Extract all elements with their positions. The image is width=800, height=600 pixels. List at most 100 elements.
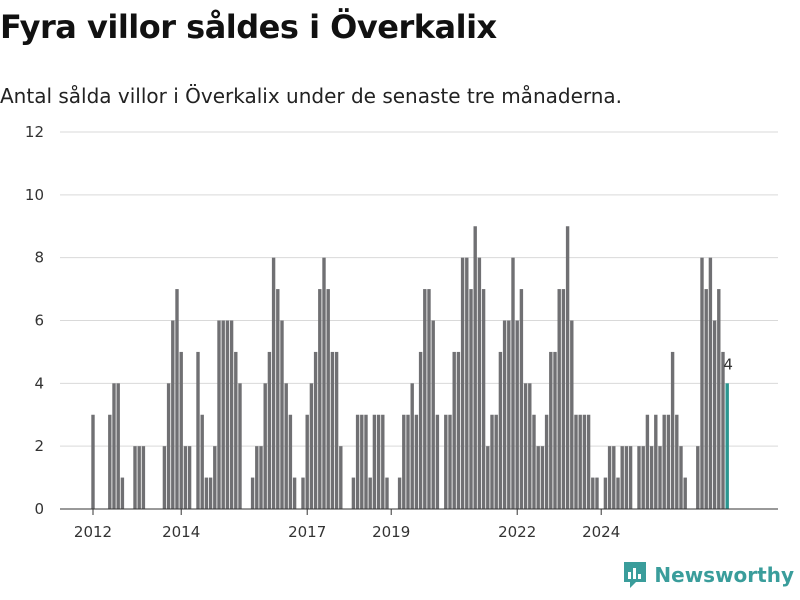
bar <box>565 226 570 509</box>
bar <box>292 477 297 509</box>
bar <box>477 257 482 509</box>
bar <box>376 414 381 509</box>
bar <box>141 446 146 509</box>
bar <box>490 414 494 509</box>
bar <box>607 446 612 509</box>
bar <box>313 351 318 509</box>
bar <box>276 289 280 509</box>
bar <box>410 383 414 509</box>
bar <box>225 320 230 509</box>
brand-name: Newsworthy <box>654 563 794 587</box>
bar <box>255 446 259 509</box>
bar <box>683 477 687 509</box>
bar <box>481 289 486 509</box>
x-tick-label: 2019 <box>372 523 410 541</box>
bar <box>162 446 167 509</box>
bar <box>288 414 293 509</box>
bar <box>456 351 461 509</box>
bar <box>284 383 288 509</box>
bar <box>675 414 679 509</box>
bar <box>318 289 322 509</box>
bar <box>171 320 175 509</box>
x-axis: 2012 2014 2017 2019 2022 2024 <box>60 508 778 541</box>
bar <box>263 383 267 509</box>
y-tick-label: 6 <box>34 312 44 330</box>
bar <box>624 446 629 509</box>
bar <box>208 477 213 509</box>
bar <box>570 320 574 509</box>
bar <box>238 383 242 509</box>
bar <box>372 414 377 509</box>
y-tick-label: 4 <box>34 374 44 392</box>
bar <box>213 446 217 509</box>
bar <box>326 289 330 509</box>
bar <box>112 383 116 509</box>
bar <box>120 477 125 509</box>
bar <box>444 414 448 509</box>
bar <box>397 477 402 509</box>
bar <box>578 414 582 509</box>
bar <box>166 383 171 509</box>
bar <box>217 320 221 509</box>
bar <box>502 320 507 509</box>
bar <box>515 320 519 509</box>
y-tick-label: 12 <box>25 123 44 141</box>
bar <box>322 257 326 509</box>
bar <box>364 414 368 509</box>
bar <box>532 414 536 509</box>
bar <box>721 351 725 509</box>
y-tick-label: 10 <box>25 186 44 204</box>
bar <box>603 477 608 509</box>
chart-title: Fyra villor såldes i Överkalix <box>0 8 497 46</box>
bar <box>280 320 284 509</box>
bar <box>221 320 225 509</box>
bar <box>469 289 473 509</box>
bar <box>271 257 276 509</box>
y-tick-label: 2 <box>34 437 44 455</box>
bar <box>108 414 112 509</box>
bar <box>654 414 658 509</box>
bar <box>204 477 209 509</box>
bar <box>339 446 343 509</box>
bar <box>250 477 255 509</box>
bar <box>259 446 263 509</box>
bar <box>582 414 587 509</box>
bar <box>179 351 183 509</box>
bar <box>544 414 549 509</box>
bar <box>355 414 360 509</box>
bar <box>334 351 339 509</box>
bar <box>360 414 364 509</box>
bar <box>528 383 532 509</box>
bar <box>137 446 141 509</box>
bar <box>557 289 561 509</box>
x-tick-label: 2014 <box>162 523 200 541</box>
bar <box>91 414 95 509</box>
x-tick-label: 2024 <box>582 523 620 541</box>
bar <box>666 414 671 509</box>
bar <box>708 257 713 509</box>
bar <box>700 257 704 509</box>
bar <box>620 446 624 509</box>
bar <box>460 257 465 509</box>
bar <box>561 289 566 509</box>
bar <box>381 414 385 509</box>
bar-chart: 0 2 4 6 8 10 12 2012 2014 2017 2019 2022 2024 4 <box>25 123 778 541</box>
bar <box>591 477 595 509</box>
bar <box>368 477 372 509</box>
bar <box>553 351 557 509</box>
y-tick-label: 0 <box>34 500 44 518</box>
bar <box>116 383 120 509</box>
newsworthy-logo-icon <box>624 562 647 588</box>
bar <box>305 414 309 509</box>
bar <box>540 446 545 509</box>
bar <box>498 351 503 509</box>
bar <box>309 383 314 509</box>
bar <box>435 414 440 509</box>
bar <box>183 446 188 509</box>
bar <box>406 414 410 509</box>
bar <box>586 414 591 509</box>
bar <box>465 257 469 509</box>
bar <box>385 477 389 509</box>
bar <box>234 351 238 509</box>
bar <box>200 414 204 509</box>
